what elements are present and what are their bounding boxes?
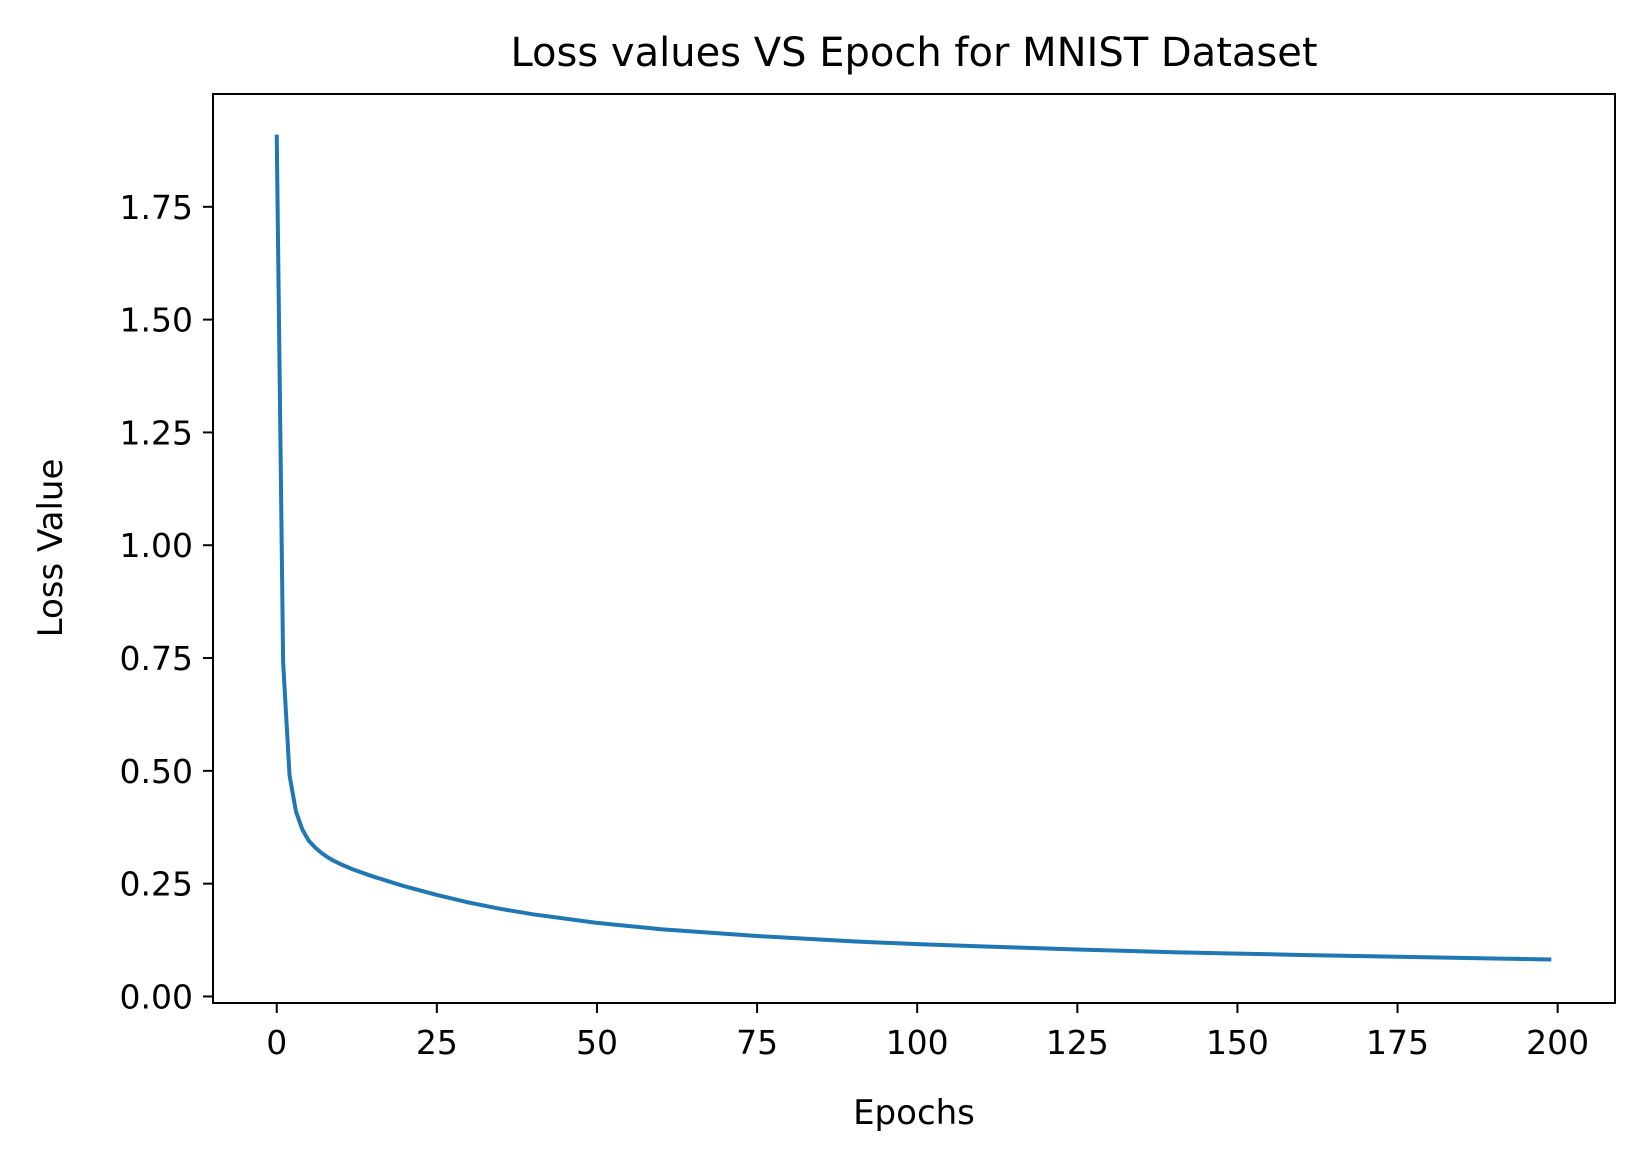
x-tick-label: 125 bbox=[1046, 1023, 1109, 1062]
plot-area-background bbox=[213, 94, 1615, 1003]
x-tick-label: 200 bbox=[1526, 1023, 1589, 1062]
y-tick-label: 0.25 bbox=[120, 865, 193, 904]
y-tick-label: 0.00 bbox=[120, 977, 193, 1016]
x-tick-label: 25 bbox=[416, 1023, 458, 1062]
chart-title: Loss values VS Epoch for MNIST Dataset bbox=[510, 30, 1317, 76]
y-tick-label: 1.50 bbox=[120, 301, 193, 340]
y-tick-label: 0.75 bbox=[120, 639, 193, 678]
y-tick-label: 1.00 bbox=[120, 526, 193, 565]
plot-area-frame bbox=[212, 93, 1616, 1004]
x-tick-label: 175 bbox=[1366, 1023, 1429, 1062]
x-tick-label: 0 bbox=[266, 1023, 287, 1062]
x-tick-label: 50 bbox=[576, 1023, 618, 1062]
x-tick-label: 100 bbox=[886, 1023, 949, 1062]
series-layer bbox=[274, 134, 1552, 962]
y-axis-label: Loss Value bbox=[31, 459, 71, 638]
y-tick-label: 1.25 bbox=[120, 413, 193, 452]
x-tick-label: 75 bbox=[736, 1023, 778, 1062]
ticks-layer: 0 25 50 75 100 125 150 175 200 0.00 0.25 0.50 0.75 1.… bbox=[120, 188, 1590, 1062]
y-tick-label: 0.50 bbox=[120, 752, 193, 791]
loss-series-line bbox=[274, 134, 1552, 962]
y-tick-label: 1.75 bbox=[120, 188, 193, 227]
x-tick-label: 150 bbox=[1206, 1023, 1269, 1062]
x-axis-label: Epochs bbox=[853, 1093, 975, 1133]
